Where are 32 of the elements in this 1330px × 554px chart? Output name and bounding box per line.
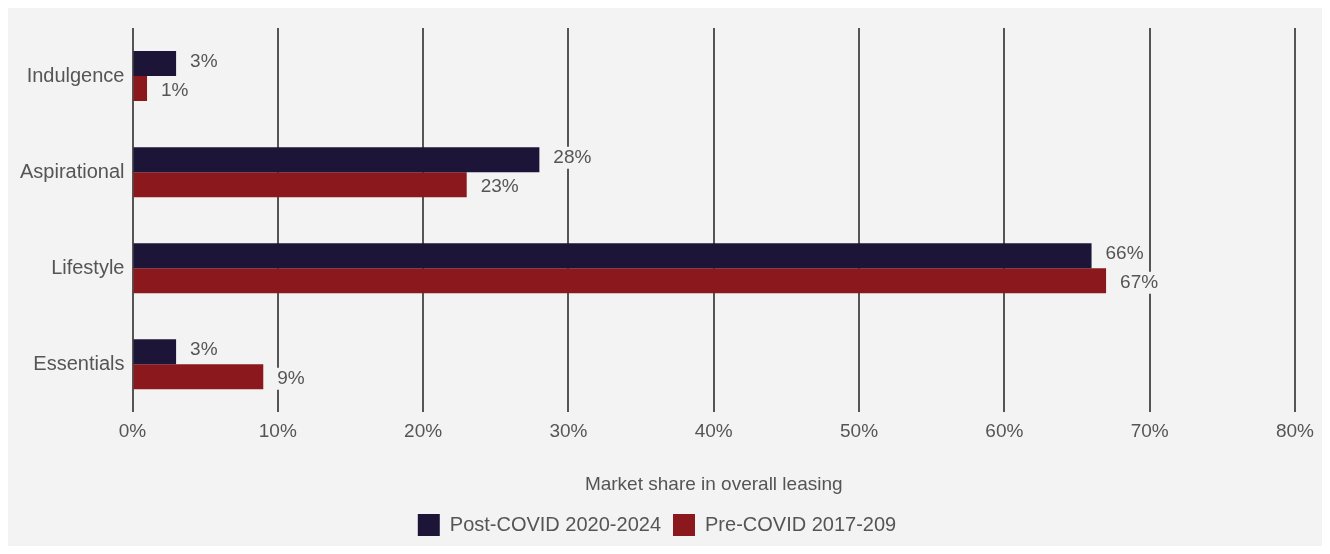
data-label: 9% (277, 367, 305, 389)
bar (133, 51, 177, 77)
data-label: 3% (190, 49, 218, 71)
data-label: 3% (190, 338, 218, 360)
x-tick-label: 80% (1275, 420, 1315, 442)
y-tick-label: Essentials (33, 351, 125, 374)
bar (133, 243, 1092, 269)
x-tick-label: 40% (694, 420, 733, 442)
bar (133, 364, 264, 390)
y-tick-label: Aspirational (19, 159, 125, 182)
bar (133, 172, 467, 198)
legend-label: Post-COVID 2020-2024 (449, 512, 662, 535)
y-tick-label: Indulgence (26, 63, 125, 86)
x-tick-label: 10% (258, 420, 297, 442)
bar (133, 76, 148, 102)
x-tick-label: 50% (840, 420, 879, 442)
x-tick-label: 60% (985, 420, 1024, 442)
x-tick-label: 20% (404, 420, 443, 442)
data-label: 23% (480, 174, 519, 196)
x-tick-label: 0% (118, 420, 147, 442)
data-label: 28% (553, 145, 592, 167)
x-tick-label: 30% (549, 420, 588, 442)
bar (133, 339, 177, 365)
y-tick-label: Lifestyle (51, 255, 125, 278)
data-label: 66% (1105, 241, 1144, 263)
data-label: 67% (1120, 270, 1159, 292)
x-tick-label: 70% (1130, 420, 1169, 442)
bar (133, 268, 1107, 294)
legend-label: Pre-COVID 2017-209 (705, 512, 897, 535)
bar (133, 147, 540, 173)
data-label: 1% (161, 78, 189, 100)
x-axis-title: Market share in overall leasing (584, 472, 843, 494)
